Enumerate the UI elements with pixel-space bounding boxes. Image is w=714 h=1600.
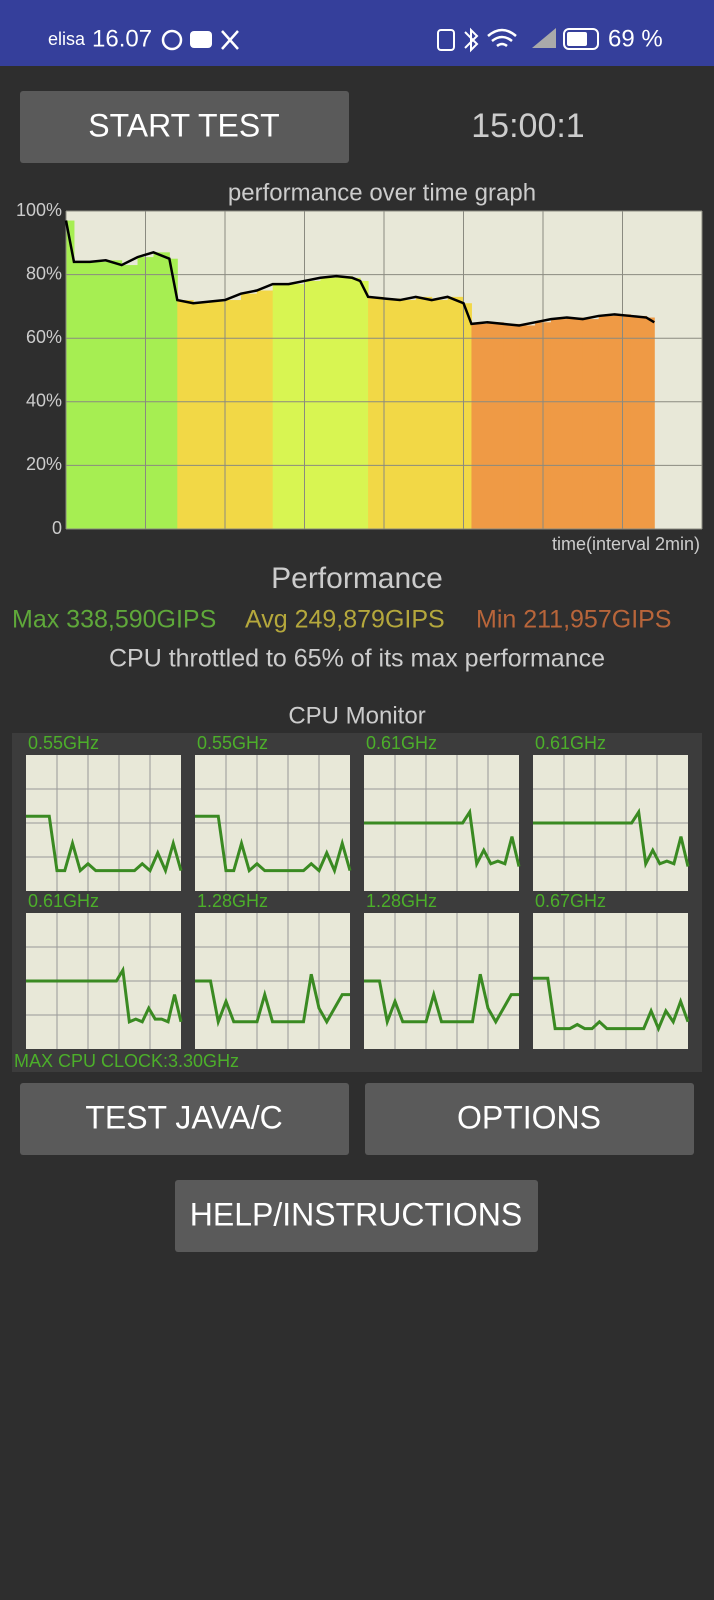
youtube-icon: [190, 31, 212, 48]
core-line: [26, 965, 183, 1024]
y-tick-label: 40%: [26, 391, 62, 411]
performance-bar: [550, 319, 568, 529]
cpu-monitor-title: CPU Monitor: [288, 702, 425, 729]
battery-icon: [563, 28, 599, 50]
avg-performance: Avg 249,879GIPS: [245, 606, 445, 634]
performance-bar: [646, 317, 655, 529]
options-button[interactable]: [365, 1083, 694, 1155]
cpu-cores: 0.55GHz 0.55GHz 0.61GHz 0.61GHz 0.61GHz 1.28G…: [26, 733, 690, 1049]
start-test-button[interactable]: [20, 91, 349, 163]
performance-bar: [503, 323, 520, 529]
performance-bar: [415, 296, 433, 529]
performance-bar: [471, 323, 488, 529]
performance-bar: [519, 325, 536, 529]
core-frequency: 0.55GHz: [197, 733, 268, 753]
performance-bar: [630, 315, 647, 529]
performance-bar: [288, 284, 305, 529]
performance-bar: [177, 300, 194, 529]
y-tick-label: 0: [52, 518, 62, 538]
timer: 15:00:1: [471, 107, 584, 145]
performance-bar: [399, 300, 417, 529]
performance-bar: [368, 296, 385, 529]
core-frequency: 0.67GHz: [535, 891, 606, 911]
performance-bar: [487, 322, 504, 529]
min-performance: Min 211,957GIPS: [476, 606, 671, 634]
throttle-summary: CPU throttled to 65% of its max performa…: [109, 645, 605, 673]
options-label[interactable]: OPTIONS: [457, 1099, 601, 1135]
performance-bar: [582, 319, 600, 529]
core-frequency: 1.28GHz: [197, 891, 268, 911]
x-axis-label: time(interval 2min): [552, 534, 700, 554]
performance-bar: [566, 317, 584, 529]
core-frequency: 0.61GHz: [28, 891, 99, 911]
core-line: [26, 814, 183, 876]
performance-bar: [384, 298, 401, 529]
performance-bar: [169, 258, 178, 529]
help-button[interactable]: [175, 1180, 538, 1252]
wifi-icon: [487, 28, 517, 48]
y-tick-label: 20%: [26, 454, 62, 474]
performance-bar: [272, 284, 290, 529]
performance-bar: [352, 277, 361, 529]
core-line: [195, 814, 352, 876]
battery-level: [567, 32, 587, 46]
performance-bar: [256, 290, 274, 529]
start-test-label[interactable]: START TEST: [88, 107, 279, 143]
y-tick-label: 100%: [16, 200, 62, 220]
performance-bar: [66, 220, 75, 530]
status-bar: [0, 0, 714, 66]
performance-bar: [447, 296, 464, 529]
performance-bar: [304, 280, 321, 529]
core-frequency: 0.61GHz: [535, 733, 606, 753]
performance-bar: [105, 260, 123, 529]
test-java-label[interactable]: TEST JAVA/C: [85, 1099, 282, 1135]
clock: 16.07: [92, 25, 152, 52]
performance-bar: [209, 301, 226, 529]
help-label[interactable]: HELP/INSTRUCTIONS: [190, 1196, 522, 1232]
y-tick-label: 60%: [26, 327, 62, 347]
performance-bar: [73, 261, 91, 529]
core-line: [195, 973, 350, 1028]
nfc-icon: [437, 29, 455, 51]
whatsapp-icon: [161, 29, 183, 51]
core-line: [533, 807, 690, 869]
graph-layer: 100% 80% 60% 40% 20% 0: [16, 200, 703, 538]
core-frequency: 0.61GHz: [366, 733, 437, 753]
graph-title: performance over time graph: [228, 179, 536, 206]
performance-bar: [320, 277, 337, 529]
max-performance: Max 338,590GIPS: [12, 606, 216, 634]
battery-percent: 69 %: [608, 25, 663, 52]
performance-line: [64, 220, 655, 327]
performance-bar: [240, 293, 258, 529]
core-frequency: 1.28GHz: [366, 891, 437, 911]
x-icon: [221, 30, 239, 50]
performance-bar: [153, 252, 170, 529]
signal-icon: [532, 28, 556, 48]
test-java-button[interactable]: [20, 1083, 349, 1155]
performance-bar: [121, 265, 139, 529]
core-frequency: 0.55GHz: [28, 733, 99, 753]
performance-bar: [463, 303, 472, 529]
carrier: elisa: [48, 29, 86, 49]
performance-bar: [225, 300, 242, 529]
performance-title: Performance: [271, 562, 443, 595]
performance-bar: [193, 303, 210, 529]
performance-bar: [598, 315, 616, 529]
core-line: [364, 973, 519, 1028]
performance-bar: [336, 276, 353, 529]
core-line: [533, 976, 690, 1033]
core-line: [364, 807, 521, 869]
performance-bar: [89, 261, 107, 529]
y-tick-label: 80%: [26, 263, 62, 283]
performance-bar: [360, 280, 369, 529]
bluetooth-icon: [464, 27, 479, 53]
performance-bar: [431, 300, 449, 529]
max-cpu-clock: MAX CPU CLOCK:3.30GHz: [14, 1051, 239, 1071]
